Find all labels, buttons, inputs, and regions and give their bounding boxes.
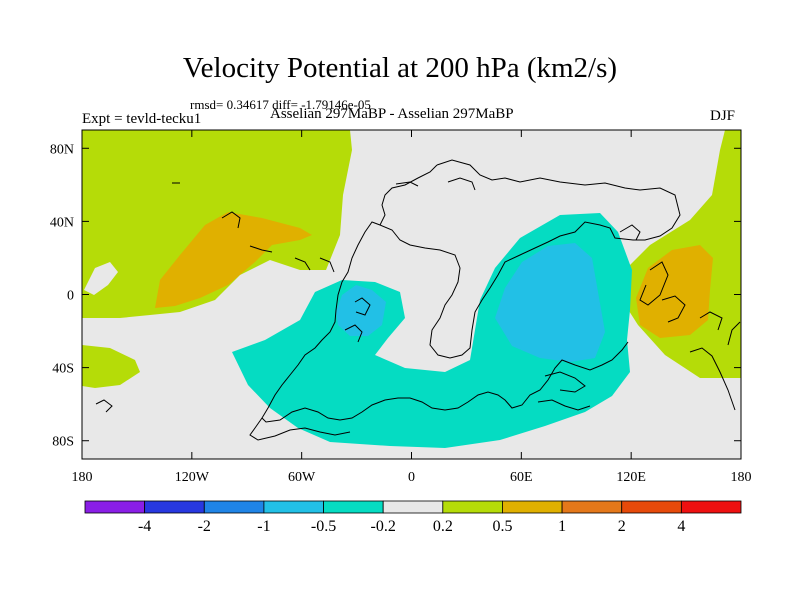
colorbar-label-8: 2 <box>618 518 626 535</box>
season-label: DJF <box>710 108 736 124</box>
x-tick-label-1: 120W <box>175 470 210 485</box>
x-tick-label-6: 180 <box>731 470 752 485</box>
coastline-fragment-1 <box>395 181 419 187</box>
coastline-north <box>379 164 438 226</box>
experiment-label: Expt = tevld-tecku1 <box>82 111 202 127</box>
colorbar-label-4: -0.2 <box>371 518 396 535</box>
coastline-fragment-7 <box>689 347 736 411</box>
colorbar-label-5: 0.2 <box>433 518 453 535</box>
colorbar-label-6: 0.5 <box>492 518 512 535</box>
colorbar: -4 -2 -1 -0.5 -0.2 0.2 0.5 1 2 4 <box>84 500 742 535</box>
x-tick-label-2: 60W <box>288 470 316 485</box>
chart-title: Velocity Potential at 200 hPa (km2/s) <box>182 52 618 84</box>
colorbar-label-0: -4 <box>138 518 151 535</box>
x-tick-label-4: 60E <box>510 470 533 485</box>
x-tick-label-0: 180 <box>72 470 93 485</box>
colorbar-label-1: -2 <box>198 518 211 535</box>
coastline-fragment-10 <box>294 257 311 271</box>
coastline-fragment-9 <box>319 257 335 273</box>
colorbar-label-9: 4 <box>677 518 685 535</box>
coastlines <box>95 159 741 441</box>
coastline-fragment-12 <box>354 297 371 316</box>
coastline-fragment-14 <box>544 371 586 393</box>
colorbar-swatch-1 <box>144 500 205 514</box>
axes: 180 120W 60W 0 60E 120E 180 80N 40N 0 40S 80S <box>50 130 752 485</box>
coastline-fragment-18 <box>249 245 273 253</box>
y-tick-label-0: 80N <box>50 142 74 157</box>
coastline-fragment-8 <box>727 321 741 346</box>
region-west-pacific-core <box>636 245 713 338</box>
region-north-pacific-core <box>155 212 312 308</box>
colorbar-swatch-8 <box>561 500 623 514</box>
region-atlantic-negative-core <box>336 285 386 336</box>
colorbar-swatch-2 <box>203 500 265 514</box>
colorbar-label-3: -0.5 <box>311 518 336 535</box>
coastline-fragment-6 <box>699 311 723 331</box>
colorbar-label-2: -1 <box>257 518 270 535</box>
map-field <box>82 130 741 459</box>
coastline-fragment-15 <box>537 399 591 411</box>
runs-label: Asselian 297MaBP - Asselian 297MaBP <box>270 106 514 122</box>
y-tick-label-2: 0 <box>67 289 74 304</box>
colorbar-label-7: 1 <box>558 518 566 535</box>
region-south-pacific-positive <box>82 345 140 388</box>
colorbar-swatch-5 <box>382 500 444 514</box>
stats-line: rmsd= 0.34617 diff= -1.79146e-05 <box>190 97 371 112</box>
x-tick-label-5: 120E <box>616 470 646 485</box>
region-north-pacific-light <box>84 262 118 295</box>
coastline-fragment-16 <box>95 399 113 413</box>
colorbar-swatch-7 <box>502 500 563 514</box>
colorbar-swatch-9 <box>621 500 682 514</box>
colorbar-swatch-10 <box>680 500 742 514</box>
colorbar-swatch-0 <box>84 500 146 514</box>
coastline-fragment-11 <box>221 211 241 229</box>
coastline-pangea <box>261 159 681 423</box>
coastline-fragment-4 <box>639 261 669 306</box>
x-tick-label-3: 0 <box>408 470 415 485</box>
coastline-fragment-13 <box>344 324 363 343</box>
coastline-fragment-5 <box>661 295 686 323</box>
colorbar-swatch-4 <box>323 500 384 514</box>
y-tick-label-4: 80S <box>52 435 74 450</box>
colorbar-swatch-3 <box>263 500 324 514</box>
coastline-fragment-3 <box>619 224 641 241</box>
coastline-fragment-2 <box>447 177 476 191</box>
colorbar-swatch-6 <box>442 500 503 514</box>
y-tick-label-1: 40N <box>50 215 74 230</box>
y-tick-label-3: 40S <box>52 362 74 377</box>
region-indian-negative-core <box>495 243 605 362</box>
coastline-south-lobe <box>249 417 351 441</box>
